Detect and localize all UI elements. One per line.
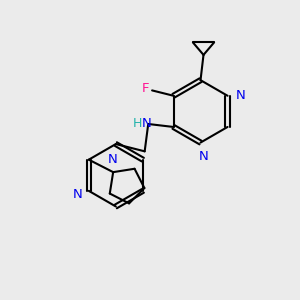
Text: N: N [73, 188, 83, 201]
Text: N: N [199, 150, 208, 163]
Text: N: N [236, 89, 246, 102]
Text: N: N [142, 118, 152, 130]
Text: H: H [132, 118, 142, 130]
Text: F: F [142, 82, 149, 94]
Text: N: N [108, 153, 117, 166]
